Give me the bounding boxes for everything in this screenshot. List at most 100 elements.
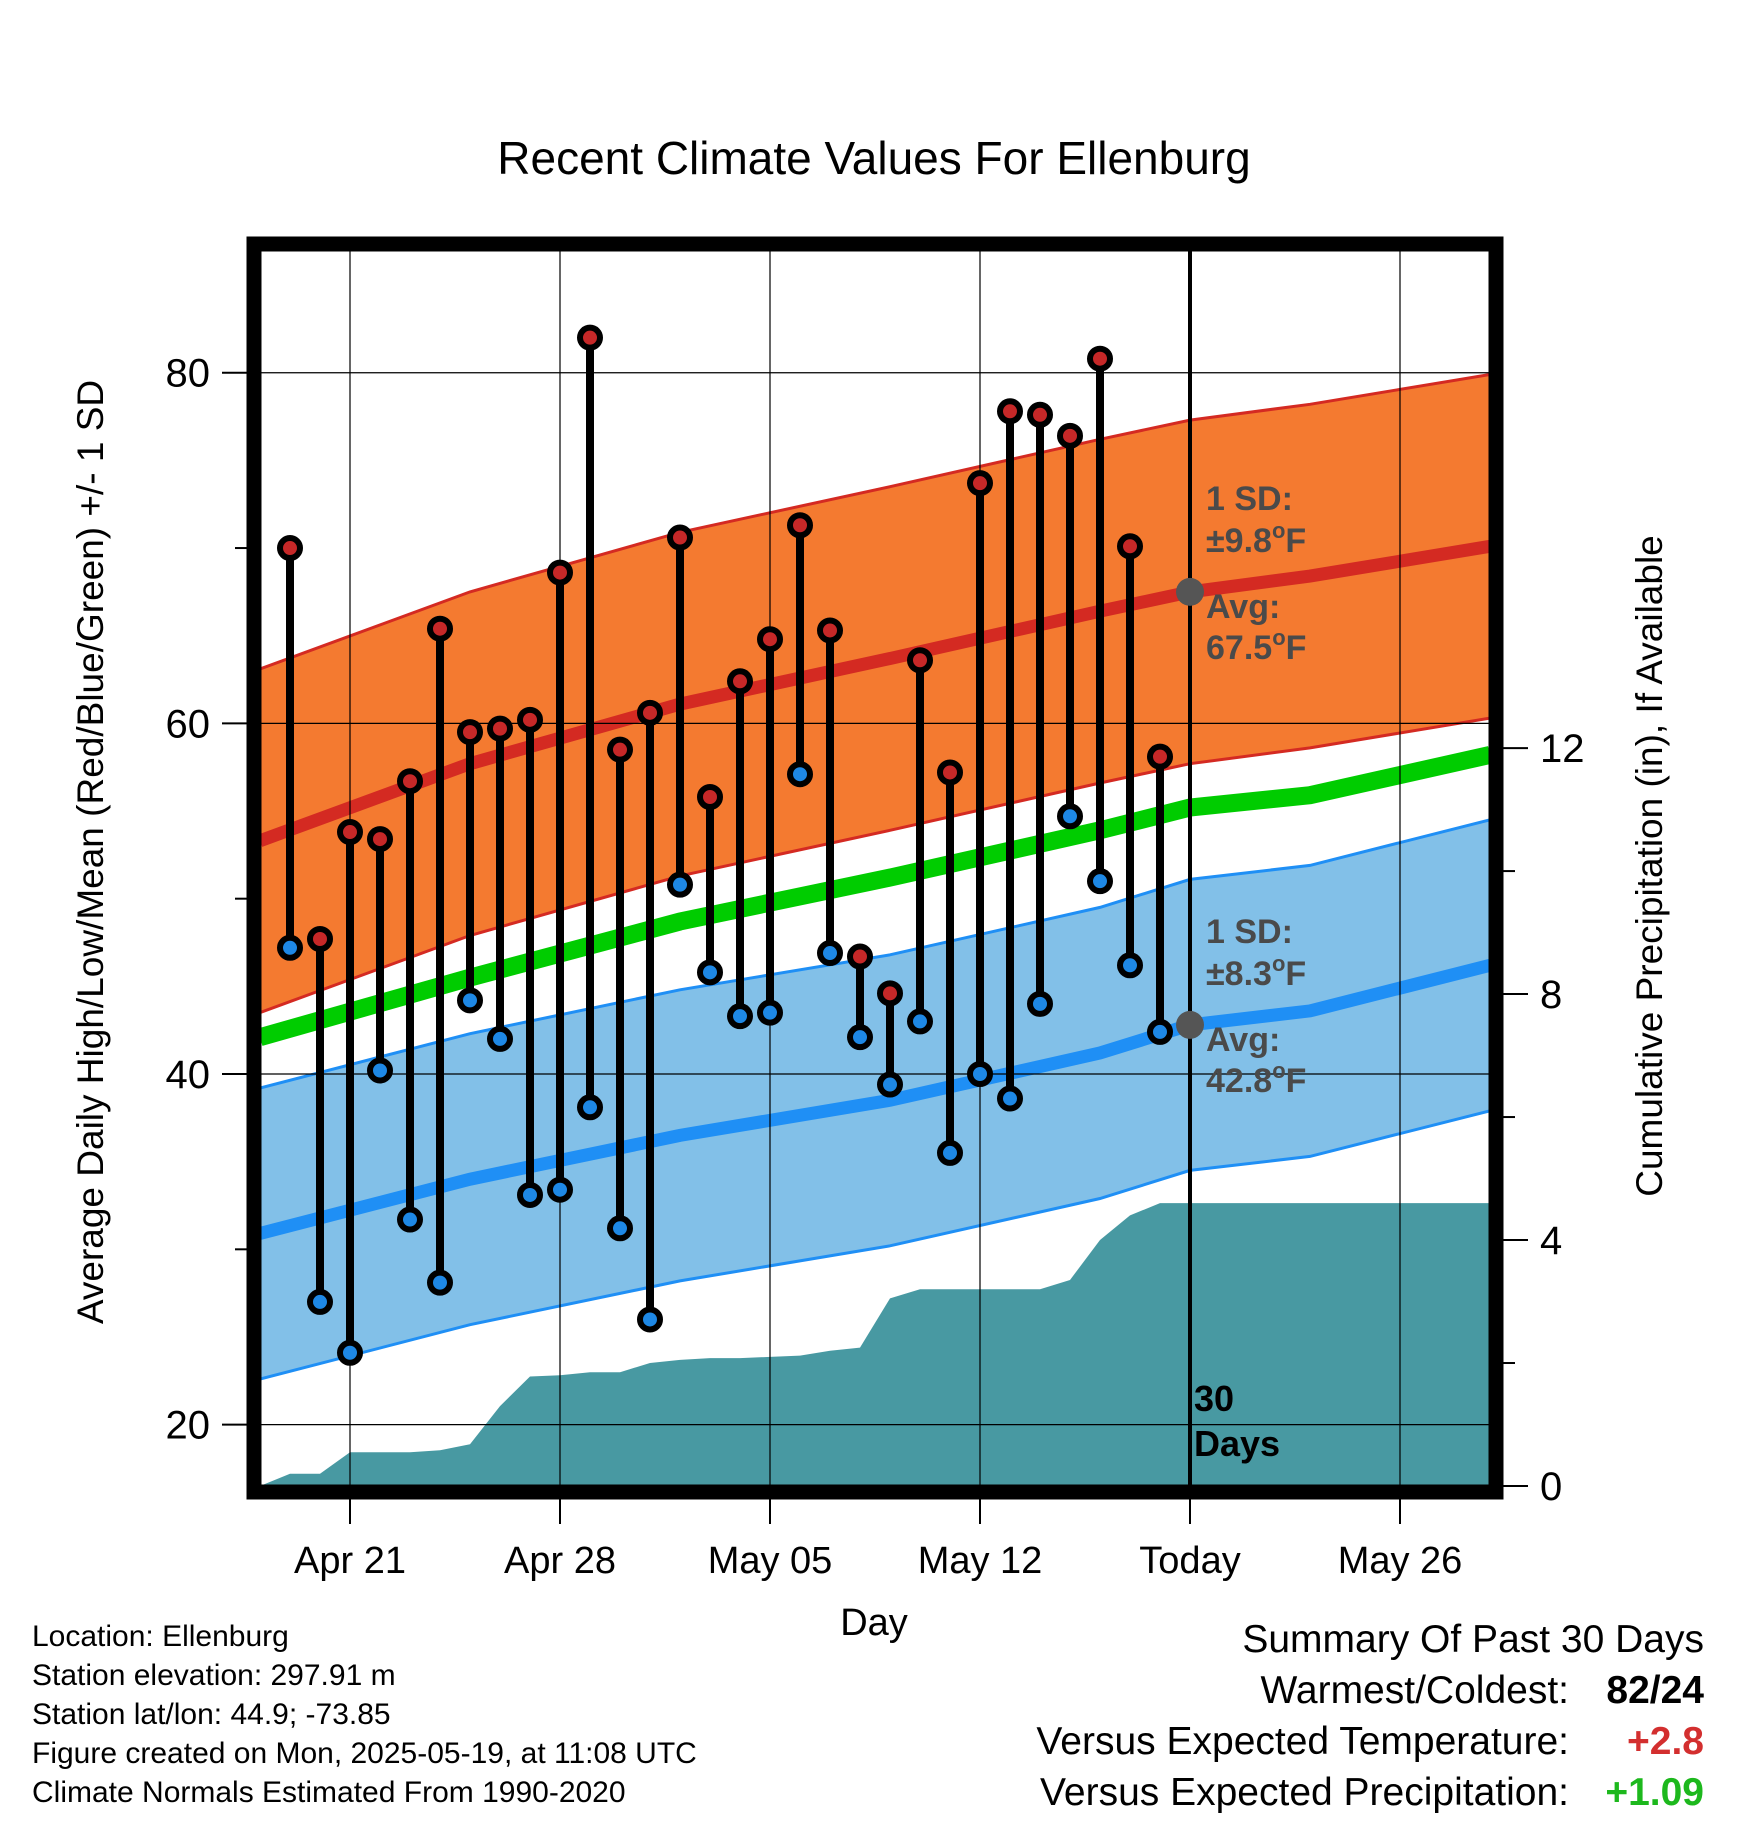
daily-high-marker — [577, 324, 603, 351]
daily-high-marker — [457, 719, 483, 746]
daily-low-marker — [757, 999, 783, 1026]
daily-low-marker — [1057, 803, 1083, 830]
summary-panel: Summary Of Past 30 Days Warmest/Coldest:… — [1036, 1614, 1704, 1818]
low-sd-annotation-label: 1 SD: — [1206, 913, 1293, 951]
daily-low-marker — [787, 761, 813, 788]
warmest-coldest-label: Warmest/Coldest: — [1260, 1669, 1569, 1712]
temp-anomaly-label: Versus Expected Temperature: — [1036, 1720, 1569, 1763]
daily-high-marker — [487, 715, 513, 742]
daily-low-marker — [727, 1003, 753, 1030]
low-avg-annotation-value: 42.8oF — [1206, 1058, 1306, 1100]
daily-high-marker — [427, 615, 453, 642]
high-sd-band — [260, 374, 1490, 1013]
summary-heading: Summary Of Past 30 Days — [1036, 1614, 1704, 1665]
temp-anomaly-row: Versus Expected Temperature: +2.8 — [1036, 1716, 1704, 1767]
daily-low-marker — [877, 1071, 903, 1098]
daily-low-marker — [427, 1269, 453, 1296]
precip-anomaly-value: +1.09 — [1605, 1771, 1704, 1814]
daily-high-marker — [727, 668, 753, 695]
days-annotation-label: Days — [1194, 1423, 1280, 1464]
high-avg-annotation-value: 67.5oF — [1206, 625, 1306, 667]
y-tick-label: 60 — [166, 702, 211, 746]
daily-low-marker — [577, 1094, 603, 1121]
y-tick-label: 20 — [166, 1404, 211, 1448]
daily-low-marker — [937, 1139, 963, 1166]
x-axis-label: Day — [840, 1602, 908, 1644]
x-tick-label: May 12 — [918, 1540, 1043, 1582]
daily-high-marker — [877, 980, 903, 1007]
daily-low-marker — [697, 959, 723, 986]
daily-low-marker — [397, 1206, 423, 1233]
warmest-coldest-value: 82/24 — [1606, 1669, 1704, 1712]
daily-low-marker — [907, 1008, 933, 1035]
created-text: Figure created on Mon, 2025-05-19, at 11… — [32, 1737, 697, 1770]
daily-low-marker — [487, 1025, 513, 1052]
elevation-text: Station elevation: 297.91 m — [32, 1659, 396, 1692]
temp-anomaly-value: +2.8 — [1627, 1720, 1704, 1763]
daily-low-marker — [667, 871, 693, 898]
summary-heading-text: Summary Of Past 30 Days — [1242, 1618, 1704, 1661]
x-tick-label: Apr 21 — [294, 1540, 406, 1582]
daily-low-marker — [637, 1306, 663, 1333]
x-tick-label: Today — [1139, 1540, 1240, 1582]
today-low-avg-marker — [1176, 1010, 1204, 1039]
y-right-tick-label: 12 — [1540, 727, 1585, 771]
low-sd-band-upper-edge — [260, 818, 1490, 1090]
daily-low-marker — [1027, 990, 1053, 1017]
normal-low-line — [260, 958, 1490, 1240]
y-right-tick-label: 8 — [1540, 973, 1562, 1017]
plot-inner — [260, 250, 1490, 1486]
precipitation-area — [260, 1203, 1490, 1486]
today-high-avg-marker — [1176, 577, 1204, 606]
daily-low-marker — [367, 1057, 393, 1084]
normal-high-line — [260, 539, 1490, 847]
y-right-tick-label: 4 — [1540, 1219, 1562, 1263]
daily-high-marker — [1057, 422, 1083, 449]
low-sd-annotation-value: ±8.3oF — [1206, 951, 1306, 993]
daily-high-marker — [817, 617, 843, 644]
daily-high-marker — [1087, 345, 1113, 372]
low-sd-band-lower-edge — [260, 1109, 1490, 1381]
location-text: Location: Ellenburg — [32, 1620, 289, 1653]
normals-text: Climate Normals Estimated From 1990-2020 — [32, 1776, 626, 1809]
daily-low-marker — [1087, 868, 1113, 895]
daily-high-marker — [277, 535, 303, 562]
daily-low-marker — [337, 1339, 363, 1366]
daily-high-marker — [307, 926, 333, 953]
daily-high-marker — [1027, 401, 1053, 428]
daily-high-marker — [847, 943, 873, 970]
y-axis-label: Average Daily High/Low/Mean (Red/Blue/Gr… — [70, 380, 111, 1324]
plot-frame — [246, 236, 1504, 1500]
y-right-tick-label: 0 — [1540, 1465, 1562, 1509]
x-tick-label: Apr 28 — [504, 1540, 616, 1582]
latlon-text: Station lat/lon: 44.9; -73.85 — [32, 1698, 391, 1731]
daily-low-marker — [547, 1176, 573, 1203]
high-sd-annotation-value: ±9.8oF — [1206, 518, 1306, 560]
y-tick-label: 80 — [166, 352, 211, 396]
days-annotation-number: 30 — [1194, 1378, 1234, 1419]
high-sd-band-upper-edge — [260, 373, 1490, 671]
daily-high-marker — [1147, 743, 1173, 770]
daily-high-marker — [787, 512, 813, 539]
daily-high-marker — [667, 524, 693, 551]
daily-low-marker — [997, 1085, 1023, 1112]
low-avg-annotation-label: Avg: — [1206, 1021, 1280, 1059]
daily-high-marker — [337, 819, 363, 846]
daily-high-marker — [1117, 533, 1143, 560]
daily-high-marker — [697, 783, 723, 810]
daily-low-marker — [277, 934, 303, 961]
daily-high-marker — [967, 470, 993, 497]
y-axis-right-label: Cumulative Precipitation (in), If Availa… — [1629, 535, 1670, 1197]
daily-high-marker — [907, 647, 933, 674]
high-sd-annotation-label: 1 SD: — [1206, 480, 1293, 518]
daily-high-marker — [397, 768, 423, 795]
daily-low-marker — [847, 1024, 873, 1051]
daily-high-marker — [607, 736, 633, 763]
daily-high-marker — [997, 398, 1023, 425]
daily-high-marker — [637, 699, 663, 726]
precip-anomaly-label: Versus Expected Precipitation: — [1040, 1771, 1569, 1814]
daily-low-marker — [517, 1181, 543, 1208]
daily-low-marker — [1117, 952, 1143, 979]
normal-mean-line — [260, 746, 1490, 1046]
